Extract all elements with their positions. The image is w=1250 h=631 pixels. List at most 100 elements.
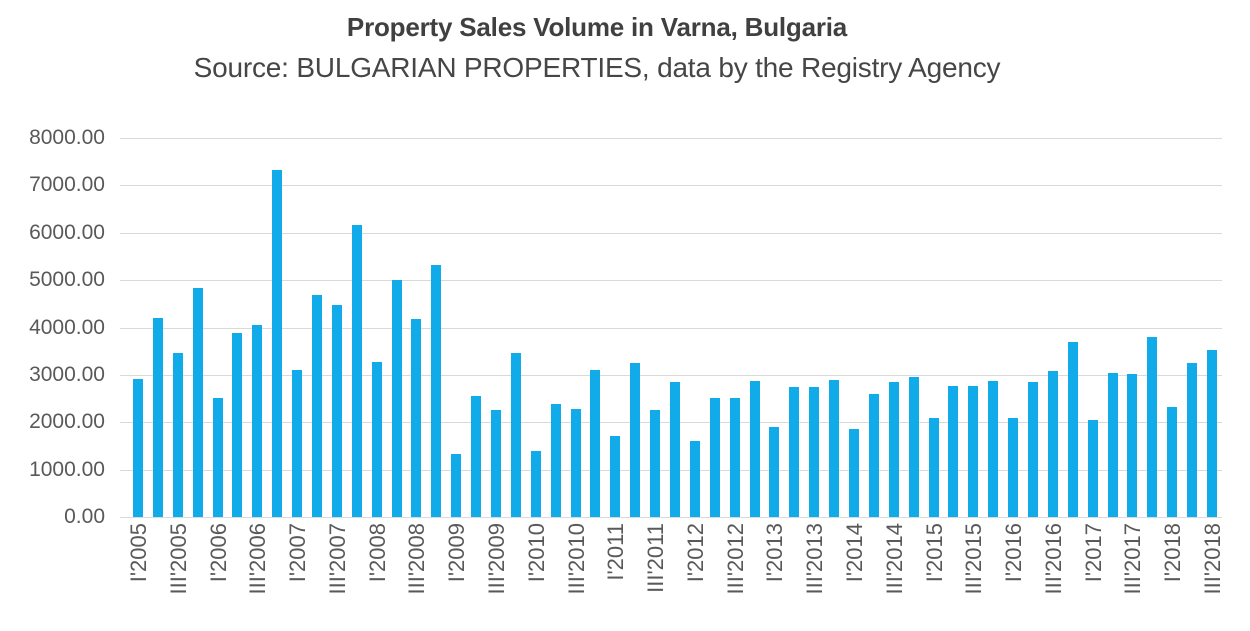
x-axis-tick-label: I'2013 — [762, 523, 788, 583]
y-axis-tick-label: 4000.00 — [29, 315, 105, 339]
bar — [391, 280, 402, 517]
y-axis-tick-label: 1000.00 — [29, 457, 105, 481]
bar — [1107, 373, 1118, 517]
bar — [490, 410, 501, 517]
bar — [908, 377, 919, 517]
bar — [192, 288, 203, 517]
bar — [471, 396, 482, 517]
y-axis-tick-label: 5000.00 — [29, 268, 105, 292]
x-axis-tick-label: I'2015 — [921, 523, 947, 583]
bar — [1127, 374, 1138, 517]
x-axis-tick-label: III'2013 — [802, 523, 828, 595]
bar — [510, 353, 521, 517]
bar — [749, 381, 760, 517]
y-axis-tick-label: 8000.00 — [29, 126, 105, 149]
y-axis-tick-label: 3000.00 — [29, 362, 105, 386]
y-axis-tick-label: 6000.00 — [29, 220, 105, 244]
bar — [1207, 350, 1218, 517]
x-axis-tick-label: I'2006 — [205, 523, 231, 583]
x-axis-tick-label: I'2017 — [1080, 523, 1106, 583]
bar — [570, 409, 581, 517]
x-axis-tick-label: III'2015 — [961, 523, 987, 595]
gridline — [120, 185, 1222, 187]
x-axis-tick-label: III'2018 — [1200, 523, 1226, 595]
bar — [868, 394, 879, 517]
x-axis: I'2005 III'2005 I'2006 III'2006 I'2007 III'20… — [125, 523, 1225, 631]
gridline — [120, 374, 1222, 376]
bar — [1147, 337, 1158, 517]
y-axis-tick-label: 7000.00 — [29, 173, 105, 197]
x-axis-tick-label: I'2018 — [1160, 523, 1186, 583]
bar — [729, 398, 740, 517]
gridline — [120, 138, 1222, 139]
bar — [829, 380, 840, 517]
bar — [272, 170, 283, 517]
bar — [451, 454, 462, 517]
chart-header: Property Sales Volume in Varna, Bulgaria… — [0, 12, 1194, 84]
bar — [311, 295, 322, 517]
plot-area — [128, 138, 1222, 517]
y-axis-tick-label: 2000.00 — [29, 410, 105, 434]
x-axis-tick-label: III'2016 — [1040, 523, 1066, 595]
x-axis-tick-label: I'2012 — [682, 523, 708, 583]
bar — [610, 436, 621, 517]
gridline — [120, 232, 1222, 234]
bar — [232, 333, 243, 517]
bar — [709, 398, 720, 517]
bar — [252, 325, 263, 517]
x-axis-tick-label: I'2011 — [603, 523, 629, 581]
bar — [888, 382, 899, 517]
bar — [530, 451, 541, 517]
x-axis-tick-label: III'2011 — [643, 523, 669, 593]
x-axis-tick-label: III'2007 — [324, 523, 350, 595]
bar — [670, 382, 680, 517]
x-axis-tick-label: I'2005 — [125, 523, 151, 583]
x-axis-tick-label: III'2008 — [404, 523, 430, 595]
bar — [1008, 418, 1019, 517]
chart-subtitle: Source: BULGARIAN PROPERTIES, data by th… — [193, 52, 1001, 83]
x-axis-tick-label: III'2006 — [245, 523, 271, 595]
bar — [292, 370, 303, 517]
y-axis-tick-label: 0.00 — [64, 505, 105, 528]
bar — [988, 381, 999, 517]
gridline — [120, 327, 1222, 329]
bar — [1167, 407, 1178, 517]
bar — [630, 363, 641, 517]
x-axis-tick-label: I'2014 — [842, 523, 868, 583]
bar — [590, 370, 601, 517]
bar — [1028, 382, 1039, 517]
bar — [152, 318, 163, 517]
bar — [1047, 371, 1058, 517]
bar — [948, 386, 959, 517]
x-axis-tick-label: I'2008 — [364, 523, 390, 583]
x-axis-tick-label: III'2012 — [722, 523, 748, 595]
bar — [809, 387, 820, 517]
bar — [1187, 363, 1198, 517]
chart-title: Property Sales Volume in Varna, Bulgaria — [346, 12, 848, 42]
x-axis-tick-label: III'2017 — [1120, 523, 1146, 595]
bar — [411, 319, 422, 517]
bar — [650, 410, 661, 517]
bar — [351, 225, 362, 517]
bar — [849, 429, 860, 517]
bar — [1087, 420, 1098, 517]
x-axis-tick-label: III'2009 — [483, 523, 509, 595]
x-axis-tick-label: I'2010 — [523, 523, 549, 583]
x-axis-tick-label: III'2010 — [563, 523, 589, 595]
x-axis-tick-label: III'2014 — [881, 523, 907, 595]
gridline — [120, 517, 1222, 518]
bar — [331, 305, 342, 517]
bar — [789, 387, 800, 517]
x-axis-tick-label: III'2005 — [165, 523, 191, 595]
bar — [212, 398, 223, 517]
x-axis-tick-label: I'2009 — [444, 523, 470, 583]
bar — [172, 353, 183, 517]
bar — [968, 386, 979, 517]
bar — [1067, 342, 1078, 517]
x-axis-tick-label: I'2016 — [1001, 523, 1027, 583]
y-axis: 8000.00 7000.00 6000.00 5000.00 4000.00 3000.… — [0, 126, 105, 528]
bar — [550, 404, 561, 517]
bar — [769, 427, 780, 517]
bar — [689, 441, 700, 517]
